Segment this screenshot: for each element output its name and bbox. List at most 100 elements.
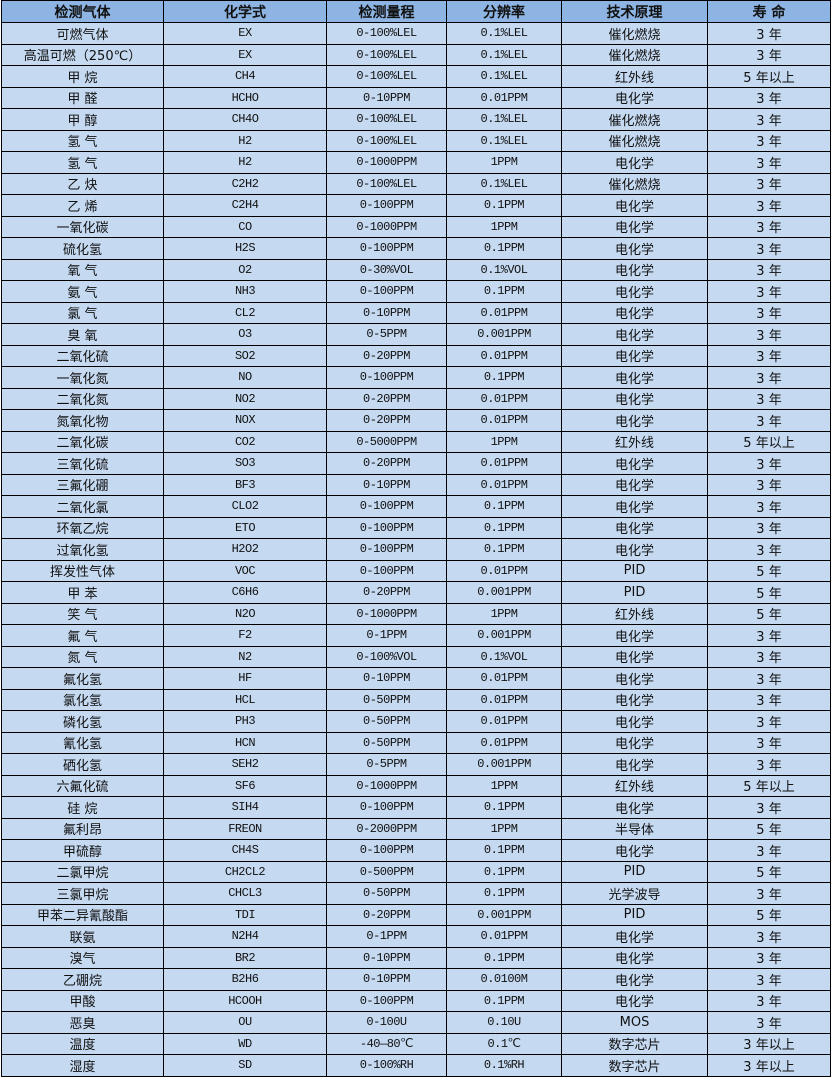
resolution-cell: 0.1PPM bbox=[446, 366, 562, 389]
gas-name-cell: 氮 气 bbox=[1, 645, 164, 668]
principle-cell: 数字芯片 bbox=[561, 1032, 708, 1055]
range-cell: 0-1PPM bbox=[326, 925, 447, 948]
gas-name-cell: 湿度 bbox=[1, 1054, 164, 1077]
principle-cell: 红外线 bbox=[561, 430, 708, 453]
formula-cell: NO2 bbox=[163, 387, 327, 410]
table-row: 氮氧化物 NOX 0-20PPM 0.01PPM 电化学 3 年 bbox=[1, 409, 831, 432]
lifespan-cell: 3 年 bbox=[707, 710, 831, 733]
resolution-cell: 0.01PPM bbox=[446, 710, 562, 733]
range-cell: 0-50PPM bbox=[326, 710, 447, 733]
range-cell: 0-100%LEL bbox=[326, 22, 447, 45]
formula-cell: HCL bbox=[163, 688, 327, 711]
formula-cell: B2H6 bbox=[163, 968, 327, 991]
formula-cell: H2 bbox=[163, 151, 327, 174]
range-cell: 0-20PPM bbox=[326, 452, 447, 475]
range-cell: 0-500PPM bbox=[326, 860, 447, 883]
resolution-cell: 0.01PPM bbox=[446, 409, 562, 432]
range-cell: 0-10PPM bbox=[326, 86, 447, 109]
table-row: 氢 气 H2 0-100%LEL 0.1%LEL 催化燃烧 3 年 bbox=[1, 129, 831, 152]
principle-cell: 电化学 bbox=[561, 344, 708, 367]
resolution-cell: 0.1%LEL bbox=[446, 172, 562, 195]
lifespan-cell: 3 年 bbox=[707, 946, 831, 969]
table-row: 恶臭 OU 0-100U 0.10U MOS 3 年 bbox=[1, 1011, 831, 1034]
resolution-cell: 0.1PPM bbox=[446, 237, 562, 260]
resolution-cell: 0.01PPM bbox=[446, 688, 562, 711]
gas-name-cell: 乙 炔 bbox=[1, 172, 164, 195]
range-cell: 0-100%VOL bbox=[326, 645, 447, 668]
gas-name-cell: 磷化氢 bbox=[1, 710, 164, 733]
principle-cell: 电化学 bbox=[561, 387, 708, 410]
gas-name-cell: 甲 醇 bbox=[1, 108, 164, 131]
principle-cell: 电化学 bbox=[561, 215, 708, 238]
principle-cell: 红外线 bbox=[561, 65, 708, 88]
formula-cell: SF6 bbox=[163, 774, 327, 797]
resolution-cell: 0.1PPM bbox=[446, 538, 562, 561]
principle-cell: 电化学 bbox=[561, 839, 708, 862]
header-range: 检测量程 bbox=[326, 0, 447, 23]
range-cell: 0-20PPM bbox=[326, 409, 447, 432]
principle-cell: 电化学 bbox=[561, 473, 708, 496]
lifespan-cell: 3 年 bbox=[707, 86, 831, 109]
formula-cell: FREON bbox=[163, 817, 327, 840]
header-formula: 化学式 bbox=[163, 0, 327, 23]
principle-cell: 电化学 bbox=[561, 645, 708, 668]
lifespan-cell: 3 年 bbox=[707, 172, 831, 195]
table-row: 六氟化硫 SF6 0-1000PPM 1PPM 红外线 5 年以上 bbox=[1, 774, 831, 797]
formula-cell: C2H4 bbox=[163, 194, 327, 217]
table-row: 甲 醛 HCHO 0-10PPM 0.01PPM 电化学 3 年 bbox=[1, 86, 831, 109]
range-cell: -40—80℃ bbox=[326, 1032, 447, 1055]
lifespan-cell: 3 年 bbox=[707, 968, 831, 991]
gas-name-cell: 挥发性气体 bbox=[1, 559, 164, 582]
table-row: 挥发性气体 VOC 0-100PPM 0.01PPM PID 5 年 bbox=[1, 559, 831, 582]
gas-name-cell: 二氧化氮 bbox=[1, 387, 164, 410]
lifespan-cell: 3 年 bbox=[707, 753, 831, 776]
table-row: 溴气 BR2 0-10PPM 0.1PPM 电化学 3 年 bbox=[1, 946, 831, 969]
table-row: 可燃气体 EX 0-100%LEL 0.1%LEL 催化燃烧 3 年 bbox=[1, 22, 831, 45]
formula-cell: BF3 bbox=[163, 473, 327, 496]
header-gas: 检测气体 bbox=[1, 0, 164, 23]
lifespan-cell: 5 年 bbox=[707, 581, 831, 604]
principle-cell: PID bbox=[561, 559, 708, 582]
resolution-cell: 0.1PPM bbox=[446, 946, 562, 969]
gas-name-cell: 硫化氢 bbox=[1, 237, 164, 260]
gas-name-cell: 恶臭 bbox=[1, 1011, 164, 1034]
lifespan-cell: 3 年 bbox=[707, 624, 831, 647]
range-cell: 0-100%LEL bbox=[326, 108, 447, 131]
principle-cell: 数字芯片 bbox=[561, 1054, 708, 1077]
gas-name-cell: 甲苯二异氰酸酯 bbox=[1, 903, 164, 926]
resolution-cell: 1PPM bbox=[446, 817, 562, 840]
resolution-cell: 0.1%LEL bbox=[446, 65, 562, 88]
range-cell: 0-1PPM bbox=[326, 624, 447, 647]
principle-cell: PID bbox=[561, 860, 708, 883]
range-cell: 0-10PPM bbox=[326, 473, 447, 496]
lifespan-cell: 3 年 bbox=[707, 129, 831, 152]
resolution-cell: 0.001PPM bbox=[446, 903, 562, 926]
principle-cell: 电化学 bbox=[561, 194, 708, 217]
resolution-cell: 0.1%LEL bbox=[446, 108, 562, 131]
gas-name-cell: 三氧化硫 bbox=[1, 452, 164, 475]
formula-cell: CH4S bbox=[163, 839, 327, 862]
lifespan-cell: 3 年 bbox=[707, 301, 831, 324]
range-cell: 0-10PPM bbox=[326, 968, 447, 991]
formula-cell: OU bbox=[163, 1011, 327, 1034]
table-row: 联氨 N2H4 0-1PPM 0.01PPM 电化学 3 年 bbox=[1, 925, 831, 948]
gas-name-cell: 氯化氢 bbox=[1, 688, 164, 711]
table-row: 氯化氢 HCL 0-50PPM 0.01PPM 电化学 3 年 bbox=[1, 688, 831, 711]
table-row: 高温可燃（250℃） EX 0-100%LEL 0.1%LEL 催化燃烧 3 年 bbox=[1, 43, 831, 66]
principle-cell: 电化学 bbox=[561, 237, 708, 260]
gas-name-cell: 三氯甲烷 bbox=[1, 882, 164, 905]
gas-name-cell: 甲 醛 bbox=[1, 86, 164, 109]
table-row: 硫化氢 H2S 0-100PPM 0.1PPM 电化学 3 年 bbox=[1, 237, 831, 260]
principle-cell: 电化学 bbox=[561, 710, 708, 733]
gas-name-cell: 硅 烷 bbox=[1, 796, 164, 819]
resolution-cell: 0.01PPM bbox=[446, 301, 562, 324]
formula-cell: N2H4 bbox=[163, 925, 327, 948]
formula-cell: ETO bbox=[163, 516, 327, 539]
table-row: 甲 醇 CH4O 0-100%LEL 0.1%LEL 催化燃烧 3 年 bbox=[1, 108, 831, 131]
formula-cell: CHCL3 bbox=[163, 882, 327, 905]
resolution-cell: 0.1%VOL bbox=[446, 258, 562, 281]
gas-name-cell: 二氧化硫 bbox=[1, 344, 164, 367]
resolution-cell: 0.1PPM bbox=[446, 194, 562, 217]
lifespan-cell: 3 年 bbox=[707, 989, 831, 1012]
